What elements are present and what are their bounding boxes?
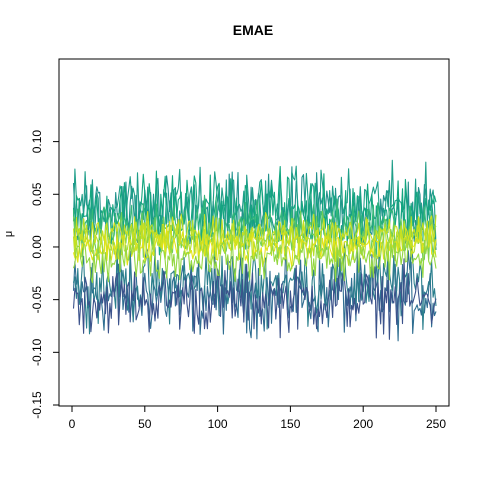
x-tick-label: 0	[69, 417, 76, 431]
x-tick-label: 150	[280, 417, 300, 431]
y-tick-label: -0.10	[30, 338, 44, 366]
y-tick-label: 0.10	[30, 130, 44, 154]
series-line-3	[72, 258, 437, 340]
series-layer	[72, 159, 437, 342]
x-tick-label: 100	[208, 417, 228, 431]
y-tick-label: -0.05	[30, 286, 44, 314]
x-tick-label: 250	[426, 417, 446, 431]
y-tick-label: -0.15	[30, 391, 44, 419]
y-axis: -0.15 -0.10 -0.05 0.00 0.05 0.10	[30, 130, 59, 419]
x-tick-label: 50	[138, 417, 152, 431]
y-axis-title: μ	[3, 231, 15, 237]
series-line-12	[72, 230, 437, 284]
x-tick-label: 200	[353, 417, 373, 431]
x-axis: 0 50 100 150 200 250	[69, 406, 446, 431]
y-tick-label: 0.05	[30, 182, 44, 206]
chart-title: EMAE	[233, 22, 273, 38]
y-tick-label: 0.00	[30, 235, 44, 259]
plot-frame	[58, 58, 450, 407]
series-line-11	[72, 210, 437, 255]
